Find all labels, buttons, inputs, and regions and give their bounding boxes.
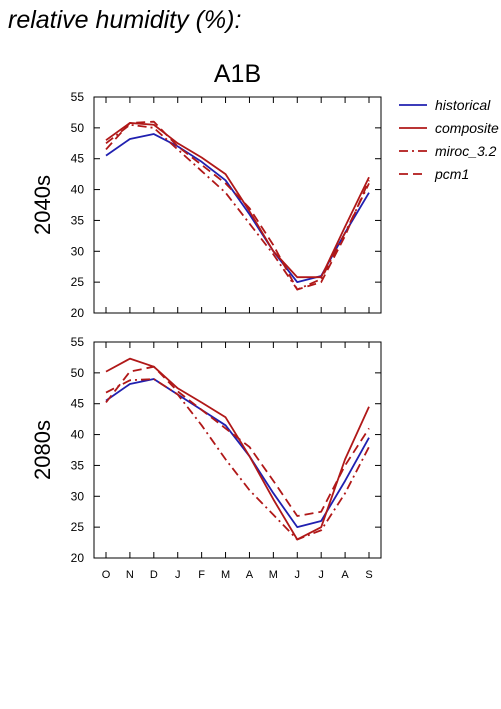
y-tick-label: 35 [71, 458, 85, 472]
panel-label: 2080s [30, 420, 55, 480]
x-tick-label: J [175, 569, 181, 581]
y-tick-label: 55 [71, 90, 85, 104]
y-tick-label: 35 [71, 213, 85, 227]
x-tick-label: S [365, 569, 372, 581]
x-tick-label: D [150, 569, 158, 581]
series-line-miroc-3-2 [105, 378, 370, 541]
plot-frame [93, 96, 382, 314]
y-tick-label: 45 [71, 152, 85, 166]
y-tick-label: 20 [71, 306, 85, 320]
y-tick-label: 40 [71, 183, 85, 197]
y-tick-label: 25 [71, 520, 85, 534]
legend-label: historical [435, 97, 491, 113]
x-tick-label: J [295, 569, 301, 581]
series-line-composite [105, 357, 370, 541]
x-tick-label: M [269, 569, 278, 581]
y-tick-label: 25 [71, 275, 85, 289]
x-tick-label: A [246, 569, 254, 581]
y-tick-label: 40 [71, 428, 85, 442]
x-tick-label: A [341, 569, 349, 581]
x-tick-label: N [126, 569, 134, 581]
panel-label: 2040s [30, 175, 55, 235]
chart-title: A1B [214, 60, 261, 88]
x-tick-label: J [318, 569, 324, 581]
y-tick-label: 55 [71, 335, 85, 349]
x-tick-label: M [221, 569, 230, 581]
x-tick-label: O [102, 569, 111, 581]
series-line-pcm1 [105, 120, 370, 291]
series-line-pcm1 [105, 365, 370, 517]
y-tick-label: 20 [71, 551, 85, 565]
legend-label: composite [435, 120, 499, 136]
series-line-composite [105, 122, 370, 279]
y-tick-label: 30 [71, 489, 85, 503]
plot-frame [93, 341, 382, 559]
series-line-miroc-3-2 [105, 123, 370, 291]
legend-label: pcm1 [434, 166, 469, 182]
legend-label: miroc_3.2 [435, 143, 497, 159]
y-tick-label: 45 [71, 397, 85, 411]
y-tick-label: 50 [71, 366, 85, 380]
x-tick-label: F [198, 569, 205, 581]
y-tick-label: 50 [71, 121, 85, 135]
y-tick-label: 30 [71, 244, 85, 258]
page-title: relative humidity (%): [8, 6, 242, 34]
